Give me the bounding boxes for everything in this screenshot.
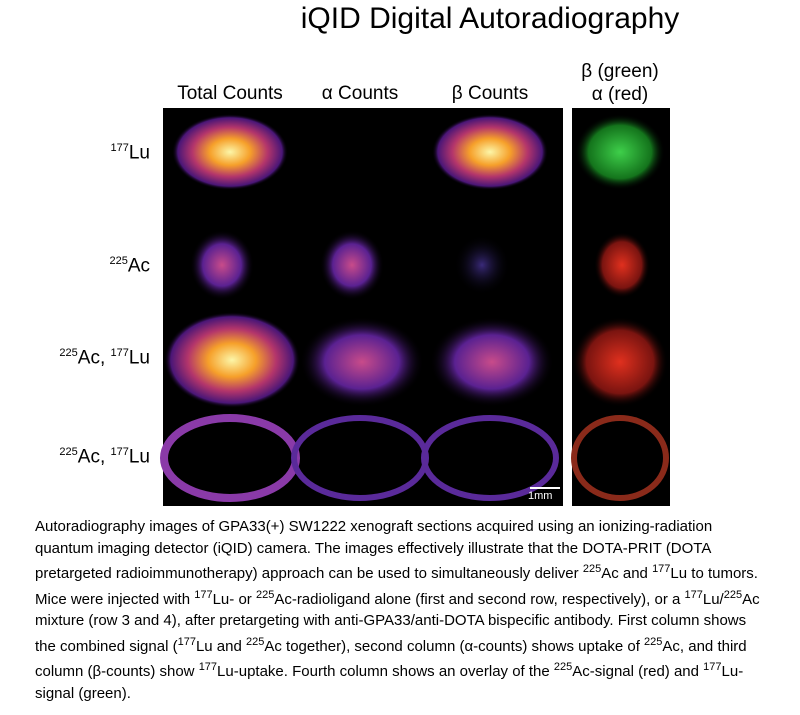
caption-text: Autoradiography images of GPA33(+) SW122…	[35, 518, 713, 582]
caption-superscript: 177	[652, 563, 671, 575]
caption-superscript: 225	[644, 635, 663, 648]
caption-text: Ac-signal (red) and	[572, 663, 704, 680]
caption-superscript: 177	[177, 635, 196, 648]
row-label-superscript: 177	[110, 347, 129, 359]
row-label-text: Lu	[128, 347, 150, 369]
row-label: 177Lu	[111, 142, 151, 164]
figure-title: iQID Digital Autoradiography	[300, 2, 680, 35]
row-label-superscript: 177	[110, 446, 129, 458]
caption-text: Ac together), second column (α-counts) s…	[264, 637, 645, 655]
caption-text: Lu- or	[212, 590, 256, 608]
caption-superscript: 225	[246, 635, 265, 648]
header-line: β (green)	[581, 61, 659, 82]
row-label-superscript: 177	[110, 142, 129, 154]
caption-text: Ac and	[601, 565, 653, 582]
caption-text: Lu-uptake. Fourth column shows an overla…	[217, 663, 554, 680]
row-label-superscript: 225	[109, 255, 128, 267]
caption-superscript: 225	[582, 563, 602, 575]
caption-superscript: 225	[723, 588, 743, 601]
header-line: β Counts	[451, 83, 529, 104]
caption-text: Ac-radioligand alone (first and second r…	[274, 590, 685, 608]
caption-superscript: 177	[684, 588, 703, 601]
row-label: 225Ac, 177Lu	[59, 446, 150, 468]
caption-superscript: 177	[703, 661, 722, 673]
row-label-text: Ac	[127, 255, 150, 277]
row-label-text: Ac,	[77, 347, 111, 369]
column-header: β Counts	[425, 82, 555, 105]
scale-bar-label: 1mm	[528, 490, 553, 502]
caption-text: Ac, and third column (β-counts) show	[35, 637, 747, 681]
row-label-text: Lu	[128, 446, 150, 468]
caption-superscript: 225	[553, 661, 573, 673]
row-label: 225Ac	[109, 255, 150, 277]
row-label-text: Lu	[128, 142, 150, 164]
caption-superscript: 225	[255, 588, 275, 601]
row-label-superscript: 225	[59, 446, 78, 458]
row-label-text: Ac,	[77, 446, 111, 468]
caption-superscript: 177	[194, 588, 213, 601]
header-line: α Counts	[321, 83, 399, 104]
caption-text: Lu and	[195, 637, 246, 655]
caption: Autoradiography images of GPA33(+) SW122…	[35, 516, 770, 704]
column-header: α Counts	[295, 82, 425, 105]
caption-text: Lu/	[702, 590, 724, 608]
caption-text: Ac mixture (row 3 and 4), after pretarge…	[35, 590, 760, 655]
header-line: α (red)	[591, 84, 649, 105]
row-label-superscript: 225	[59, 347, 78, 359]
column-header: Total Counts	[165, 82, 295, 105]
caption-superscript: 177	[198, 661, 218, 673]
caption-text: Lu to tumors. Mice were injected with	[35, 565, 758, 608]
caption-text: Lu-signal (green).	[35, 663, 744, 702]
row-label: 225Ac, 177Lu	[59, 347, 150, 369]
header-line: Total Counts	[177, 83, 283, 104]
column-header: β (green) α (red)	[555, 60, 685, 106]
